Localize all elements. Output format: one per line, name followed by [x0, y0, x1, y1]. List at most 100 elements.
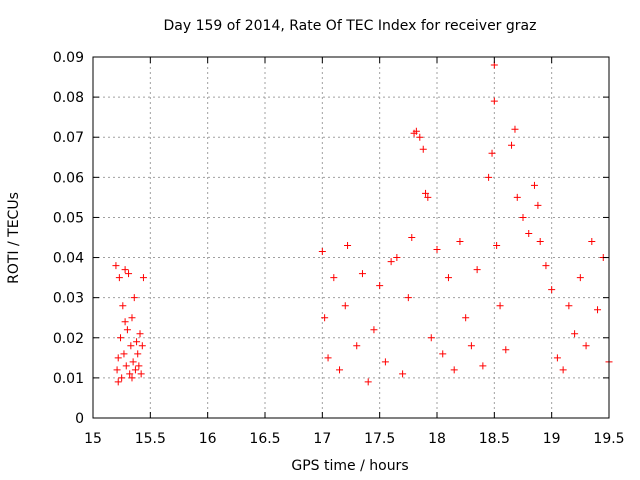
data-point: [121, 266, 129, 274]
data-point: [536, 238, 544, 246]
data-point: [399, 370, 407, 378]
plot-border: [92, 56, 610, 419]
data-point: [113, 366, 121, 374]
data-point: [353, 342, 361, 350]
data-point: [513, 193, 521, 201]
data-point: [467, 342, 475, 350]
data-point: [341, 302, 349, 310]
data-point: [424, 193, 432, 201]
x-axis-label: GPS time / hours: [291, 458, 409, 474]
data-point: [519, 213, 527, 221]
data-point: [134, 350, 142, 358]
data-point: [496, 302, 504, 310]
data-point: [139, 274, 147, 282]
data-point: [553, 354, 561, 362]
data-point: [559, 366, 567, 374]
chart-title: Day 159 of 2014, Rate Of TEC Index for r…: [163, 18, 537, 34]
data-point: [473, 266, 481, 274]
data-point: [131, 366, 139, 374]
data-point: [117, 334, 125, 342]
data-point: [488, 149, 496, 157]
data-point: [387, 258, 395, 266]
data-point: [479, 362, 487, 370]
data-point: [393, 254, 401, 262]
data-point: [118, 374, 126, 382]
data-point: [439, 350, 447, 358]
y-tick-label: 0.09: [53, 50, 84, 66]
data-point: [130, 294, 138, 302]
data-point: [128, 314, 136, 322]
y-tick-label: 0.08: [53, 90, 84, 106]
data-point: [462, 314, 470, 322]
data-point: [427, 334, 435, 342]
axes-layer: 15 15.5 16 16.5 17 17.5 18 18.5 19 19.5 0 0.01 0.02 0…: [53, 50, 625, 447]
data-point: [336, 366, 344, 374]
data-point: [408, 234, 416, 241]
data-point: [358, 270, 366, 278]
x-tick-label: 18: [428, 431, 446, 447]
grid-layer: [93, 57, 609, 418]
data-point: [115, 274, 123, 282]
data-point: [370, 326, 378, 334]
x-tick-label: 19.5: [593, 431, 624, 447]
data-point: [456, 238, 464, 246]
data-point: [565, 302, 573, 310]
x-tick-label: 15: [84, 431, 102, 447]
data-point: [534, 201, 542, 209]
y-axis-label: ROTI / TECUs: [6, 192, 22, 284]
data-point: [412, 127, 420, 135]
data-point: [576, 274, 584, 282]
data-point: [324, 354, 332, 362]
y-tick-label: 0.02: [53, 331, 84, 347]
data-point: [588, 238, 596, 246]
data-point: [433, 246, 441, 254]
data-point: [122, 362, 130, 370]
data-point: [114, 354, 122, 362]
data-point: [376, 282, 384, 290]
data-point: [594, 306, 602, 314]
data-point: [444, 274, 452, 282]
data-point: [125, 270, 133, 278]
data-point: [381, 358, 389, 366]
data-point: [138, 342, 146, 350]
data-point: [450, 366, 458, 374]
data-point: [137, 370, 145, 378]
data-point: [133, 338, 141, 346]
x-tick-label: 17.5: [364, 431, 395, 447]
data-point: [416, 133, 424, 141]
y-tick-label: 0.04: [53, 251, 84, 267]
data-point: [525, 229, 533, 237]
data-point: [321, 314, 329, 322]
data-point: [129, 358, 137, 366]
data-point: [404, 294, 412, 302]
data-point: [511, 125, 519, 133]
y-tick-label: 0.07: [53, 130, 84, 146]
data-point: [121, 318, 129, 326]
data-point: [136, 330, 144, 338]
data-point: [126, 370, 134, 378]
data-point: [114, 378, 122, 386]
x-tick-label: 18.5: [479, 431, 510, 447]
data-point: [330, 274, 338, 282]
data-point: [127, 342, 135, 350]
data-point: [318, 248, 326, 256]
y-tick-label: 0.06: [53, 170, 84, 186]
data-point: [120, 350, 128, 358]
data-point: [571, 330, 579, 338]
y-tick-label: 0.03: [53, 291, 84, 307]
data-point: [135, 362, 143, 370]
data-point: [364, 378, 372, 386]
data-point: [119, 302, 127, 310]
x-tick-label: 15.5: [135, 431, 166, 447]
data-point: [485, 173, 493, 181]
x-tick-label: 16: [199, 431, 217, 447]
data-point: [493, 242, 501, 250]
data-point: [123, 326, 131, 334]
data-point: [344, 242, 352, 250]
data-point: [582, 342, 590, 350]
data-point: [548, 286, 556, 294]
x-tick-label: 16.5: [249, 431, 280, 447]
x-tick-label: 17: [313, 431, 331, 447]
data-points: [112, 61, 613, 386]
